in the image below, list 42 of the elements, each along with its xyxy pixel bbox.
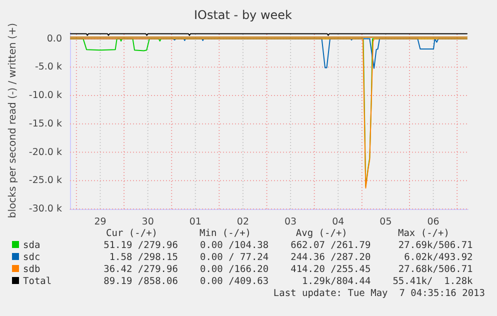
text: 414.20 /255.45 xyxy=(290,264,371,276)
y-tick-label: -10.0 k xyxy=(28,90,62,102)
x-tick-label: 29 xyxy=(94,216,106,228)
text: 0.00 / 77.24 xyxy=(198,252,269,264)
text: 0.00 /104.38 xyxy=(198,240,269,252)
legend-label: sdc xyxy=(22,252,42,264)
text: 55.41k/ 1.28k xyxy=(392,276,473,288)
text: 89.19 /858.06 xyxy=(102,276,178,288)
text: Cur (-/+) xyxy=(105,228,159,240)
x-tick-label: 06 xyxy=(427,216,440,228)
text: 51.19 /279.96 xyxy=(102,240,178,252)
x-tick-label: 03 xyxy=(284,216,297,228)
text: 244.36 /287.20 xyxy=(290,252,371,264)
x-tick-label: 30 xyxy=(142,216,154,228)
y-tick-label: -20.0 k xyxy=(28,146,62,158)
text: 1.58 /298.15 xyxy=(108,252,178,264)
y-tick-label: 0.0 xyxy=(46,33,62,44)
text: 1.29k/804.44 xyxy=(301,276,371,288)
legend-label: sdb xyxy=(22,264,42,276)
text: 662.07 /261.79 xyxy=(290,240,371,252)
legend-label: sda xyxy=(22,240,42,252)
text: 6.02k/493.92 xyxy=(403,252,473,264)
text: 0.00 /409.63 xyxy=(198,276,269,288)
text: Min (-/+) xyxy=(198,228,252,240)
x-tick-label: 04 xyxy=(332,216,344,228)
x-tick-label: 05 xyxy=(380,216,392,228)
y-axis-title: blocks per second read (-) / written (+) xyxy=(8,22,18,218)
chart-title: IOstat - by week xyxy=(194,8,292,22)
text: 0.00 /166.20 xyxy=(198,264,269,276)
y-tick-label: -25.0 k xyxy=(28,175,62,186)
text: 27.69k/506.71 xyxy=(397,240,473,252)
text: Max (-/+) xyxy=(396,228,450,240)
y-tick-label: -30.0 k xyxy=(28,204,62,214)
text: 27.68k/506.71 xyxy=(397,264,473,276)
legend-label: Total xyxy=(22,276,53,288)
x-tick-label: 02 xyxy=(236,216,250,228)
y-tick-label: -5.0 k xyxy=(34,62,62,73)
x-tick-label: 01 xyxy=(189,216,202,228)
text: Last update: Tue May 7 04:35:16 2013 xyxy=(273,288,485,299)
text: Avg (-/+) xyxy=(294,228,348,240)
y-tick-label: -15.0 k xyxy=(28,118,62,130)
text: 36.42 /279.96 xyxy=(102,264,178,276)
